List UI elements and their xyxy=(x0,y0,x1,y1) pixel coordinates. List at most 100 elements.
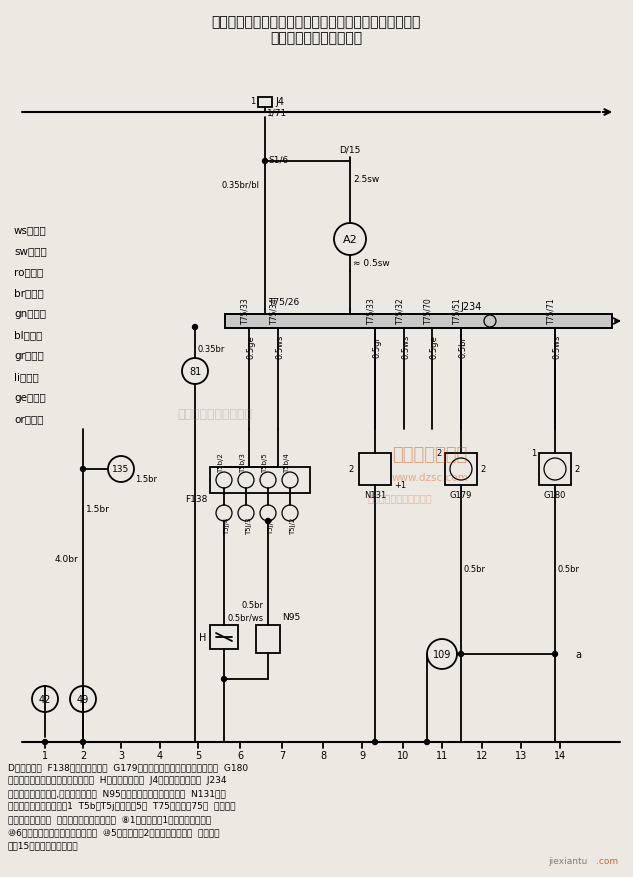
Circle shape xyxy=(458,652,463,657)
Bar xyxy=(225,315,612,329)
Text: 全球最大元器件采购网站: 全球最大元器件采购网站 xyxy=(368,493,432,503)
Circle shape xyxy=(372,739,377,745)
Circle shape xyxy=(553,652,558,657)
Text: .com: .com xyxy=(596,857,618,866)
Text: 0.5br: 0.5br xyxy=(458,336,468,358)
Text: 接（15），在仪表板线束内: 接（15），在仪表板线束内 xyxy=(8,840,78,850)
Text: 0.5br: 0.5br xyxy=(241,601,263,610)
Text: 3: 3 xyxy=(118,750,124,760)
Text: 11: 11 xyxy=(436,750,448,760)
Bar xyxy=(258,98,272,108)
Bar xyxy=(359,453,391,486)
Text: 81: 81 xyxy=(189,367,201,376)
Text: D/15: D/15 xyxy=(339,146,361,154)
Text: 2: 2 xyxy=(80,750,86,760)
Circle shape xyxy=(80,739,85,745)
Text: T75/33: T75/33 xyxy=(366,297,375,324)
Text: sw＝黑色: sw＝黑色 xyxy=(14,246,47,256)
Circle shape xyxy=(42,739,47,745)
Text: ge＝黄色: ge＝黄色 xyxy=(14,393,46,403)
Text: ≈ 0.5sw: ≈ 0.5sw xyxy=(353,260,390,268)
Text: T75/32: T75/32 xyxy=(395,297,404,324)
Text: 0.5br/ws: 0.5br/ws xyxy=(227,613,263,622)
Text: 2: 2 xyxy=(437,449,442,458)
Text: 1.5br: 1.5br xyxy=(86,505,110,514)
Text: 9: 9 xyxy=(359,750,365,760)
Text: a: a xyxy=(575,649,581,660)
Text: 4: 4 xyxy=(157,750,163,760)
Text: N95: N95 xyxy=(282,613,300,622)
Text: 5: 5 xyxy=(195,750,201,760)
Text: H: H xyxy=(199,632,206,642)
Text: 2.5sw: 2.5sw xyxy=(353,175,379,184)
Text: J4: J4 xyxy=(275,96,284,107)
Text: 0.35br/bl: 0.35br/bl xyxy=(222,181,260,189)
Text: ro＝红色: ro＝红色 xyxy=(14,267,43,276)
Text: 14: 14 xyxy=(554,750,566,760)
Circle shape xyxy=(265,519,270,524)
Text: 135: 135 xyxy=(113,465,130,474)
Circle shape xyxy=(425,739,430,745)
Text: bl＝蓝色: bl＝蓝色 xyxy=(14,330,42,339)
Bar xyxy=(210,467,310,494)
Text: T75/33: T75/33 xyxy=(240,297,249,324)
Text: 0.5ws: 0.5ws xyxy=(275,334,284,359)
Text: li＝紫色: li＝紫色 xyxy=(14,372,39,381)
Text: 安全气囊电控单元、安全气囊卷簧、前安全气囊触发器、: 安全气囊电控单元、安全气囊卷簧、前安全气囊触发器、 xyxy=(211,15,421,29)
Text: A2: A2 xyxy=(342,235,358,245)
Text: 杭州裕睿科技有限公司: 杭州裕睿科技有限公司 xyxy=(177,408,253,421)
Text: 2: 2 xyxy=(574,465,579,474)
Text: T5j/1: T5j/1 xyxy=(268,517,274,534)
Text: 10: 10 xyxy=(397,750,409,760)
Text: 1.5br: 1.5br xyxy=(135,475,157,484)
Text: 1: 1 xyxy=(42,750,48,760)
Text: 49: 49 xyxy=(77,695,89,704)
Text: jiexiantu: jiexiantu xyxy=(548,857,587,866)
Text: T75/26: T75/26 xyxy=(268,297,299,306)
Bar xyxy=(445,453,477,486)
Text: 2: 2 xyxy=(480,465,486,474)
Text: T5b/4: T5b/4 xyxy=(284,453,290,473)
Circle shape xyxy=(222,677,227,681)
Text: J234: J234 xyxy=(460,302,481,311)
Text: gn＝绿色: gn＝绿色 xyxy=(14,309,46,318)
Text: 0.5br: 0.5br xyxy=(464,565,486,574)
Text: 维库电子市场网: 维库电子市场网 xyxy=(392,446,468,463)
Text: F138: F138 xyxy=(185,495,208,504)
Text: T5j/2: T5j/2 xyxy=(290,517,296,534)
Text: ws＝白色: ws＝白色 xyxy=(14,225,47,235)
Text: N131: N131 xyxy=(364,491,386,500)
Text: 6: 6 xyxy=(237,750,243,760)
Text: －安全气囊电控单元,副仪表板后下部  N95－驾驶员侧安全气囊触发器  N131－前: －安全气囊电控单元,副仪表板后下部 N95－驾驶员侧安全气囊触发器 N131－前 xyxy=(8,788,226,797)
Bar xyxy=(256,625,280,653)
Text: T5b/3: T5b/3 xyxy=(240,453,246,473)
Text: 点，在转向柱附近  ㊾－接地点，在转向柱上  ⑧1－接地连接1，在仪表板线束内: 点，在转向柱附近 ㊾－接地点，在转向柱上 ⑧1－接地连接1，在仪表板线束内 xyxy=(8,815,211,824)
Text: br＝棕色: br＝棕色 xyxy=(14,288,44,297)
Circle shape xyxy=(80,467,85,472)
Text: 4.0br: 4.0br xyxy=(54,555,78,564)
Text: G179: G179 xyxy=(450,491,472,500)
Text: T5b/2: T5b/2 xyxy=(218,453,224,473)
Text: gr＝灰色: gr＝灰色 xyxy=(14,351,44,360)
Text: T75/51: T75/51 xyxy=(452,297,461,324)
Text: 0.35br: 0.35br xyxy=(198,346,225,354)
Text: 0.5ge: 0.5ge xyxy=(246,335,256,359)
Text: 13: 13 xyxy=(515,750,527,760)
Text: 排乘客侧安全气囊触发器1  T5b、T5j－插头，5孔  T75－插头，75孔  ㊷－接地: 排乘客侧安全气囊触发器1 T5b、T5j－插头，5孔 T75－插头，75孔 ㊷－… xyxy=(8,802,235,810)
Text: T75/71: T75/71 xyxy=(546,297,555,324)
Text: 侧面安全气囊撞车传感器: 侧面安全气囊撞车传感器 xyxy=(270,31,362,45)
Text: 2: 2 xyxy=(349,465,354,474)
Text: 8: 8 xyxy=(320,750,326,760)
Text: +1: +1 xyxy=(394,481,406,490)
Text: 12: 12 xyxy=(476,750,488,760)
Text: 7: 7 xyxy=(279,750,285,760)
Circle shape xyxy=(192,325,197,330)
Text: －前排乘客侧面安全气囊撞车传感器  H－喇叭操纵机构  J4－双音喇叭继电器  J234: －前排乘客侧面安全气囊撞车传感器 H－喇叭操纵机构 J4－双音喇叭继电器 J23… xyxy=(8,775,227,785)
Bar xyxy=(210,625,238,649)
Text: 0.5ws: 0.5ws xyxy=(401,334,410,359)
Text: 42: 42 xyxy=(39,695,51,704)
Bar xyxy=(539,453,571,486)
Text: T5j/4: T5j/4 xyxy=(224,517,230,534)
Text: D－点火开关  F138－安全气囊卷簧  G179－驾驶员侧面安全气囊撞车传感器  G180: D－点火开关 F138－安全气囊卷簧 G179－驾驶员侧面安全气囊撞车传感器 G… xyxy=(8,763,248,772)
Text: 0.5gr: 0.5gr xyxy=(372,336,382,358)
